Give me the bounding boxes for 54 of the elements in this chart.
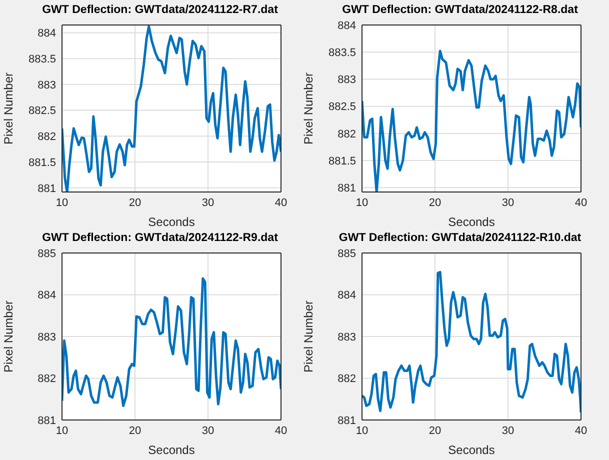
y-tick-label: 882: [338, 128, 356, 140]
x-axis-title: Seconds: [448, 215, 495, 229]
y-tick-label: 881: [338, 414, 356, 427]
y-axis-title: Pixel Number: [301, 72, 316, 145]
y-axis-title: Pixel Number: [301, 300, 316, 373]
y-tick-label: 885: [38, 248, 56, 260]
x-tick-label: 30: [202, 424, 214, 437]
y-axis-title: Pixel Number: [1, 300, 16, 373]
y-tick-label: 883: [338, 331, 356, 344]
x-axis-title: Seconds: [148, 443, 195, 457]
x-axis-title: Seconds: [148, 215, 195, 229]
y-tick-label: 882: [338, 373, 356, 386]
y-tick-label: 881.5: [28, 156, 56, 169]
x-tick-label: 10: [356, 424, 368, 437]
y-tick-label: 883.5: [28, 54, 56, 66]
x-tick-label: 40: [274, 196, 288, 209]
y-tick-label: 882: [38, 373, 56, 386]
y-tick-label: 884: [38, 290, 56, 302]
line-series: [62, 277, 281, 408]
y-tick-label: 884: [38, 28, 56, 40]
y-tick-label: 883.5: [328, 47, 356, 60]
x-tick-label: 40: [574, 424, 588, 437]
x-tick-label: 10: [56, 424, 68, 437]
y-tick-label: 882.5: [28, 105, 56, 118]
y-axis-title: Pixel Number: [1, 72, 16, 145]
x-tick-label: 30: [502, 424, 514, 437]
x-tick-label: 40: [574, 196, 588, 209]
y-tick-label: 884: [338, 20, 356, 32]
x-tick-label: 10: [56, 196, 68, 209]
y-tick-label: 884: [338, 290, 356, 302]
y-tick-label: 883: [38, 331, 56, 344]
x-tick-label: 20: [428, 196, 442, 209]
y-tick-label: 882: [38, 131, 56, 144]
y-tick-label: 881: [38, 182, 56, 195]
y-tick-label: 881: [38, 414, 56, 427]
y-tick-label: 882.5: [328, 101, 356, 114]
chart-title: GWT Deflection: GWTdata/20241122-R8.dat: [341, 3, 579, 18]
x-tick-label: 40: [274, 424, 288, 437]
x-tick-label: 10: [356, 196, 368, 209]
line-series: [362, 270, 581, 414]
chart-title: GWT Deflection: GWTdata/20241122-R9.dat: [41, 231, 279, 246]
x-tick-label: 20: [128, 196, 142, 209]
y-tick-label: 881.5: [328, 155, 356, 168]
chart-title: GWT Deflection: GWTdata/20241122-R10.dat: [338, 231, 582, 246]
x-tick-label: 20: [428, 424, 442, 437]
y-tick-label: 881: [338, 182, 356, 195]
x-axis-title: Seconds: [448, 443, 495, 457]
y-tick-label: 885: [338, 248, 356, 260]
y-tick-label: 883: [338, 74, 356, 86]
x-tick-label: 20: [128, 424, 142, 437]
y-tick-label: 883: [38, 79, 56, 92]
x-tick-label: 30: [502, 196, 514, 209]
x-tick-label: 30: [202, 196, 214, 209]
chart-title: GWT Deflection: GWTdata/20241122-R7.dat: [41, 3, 279, 18]
